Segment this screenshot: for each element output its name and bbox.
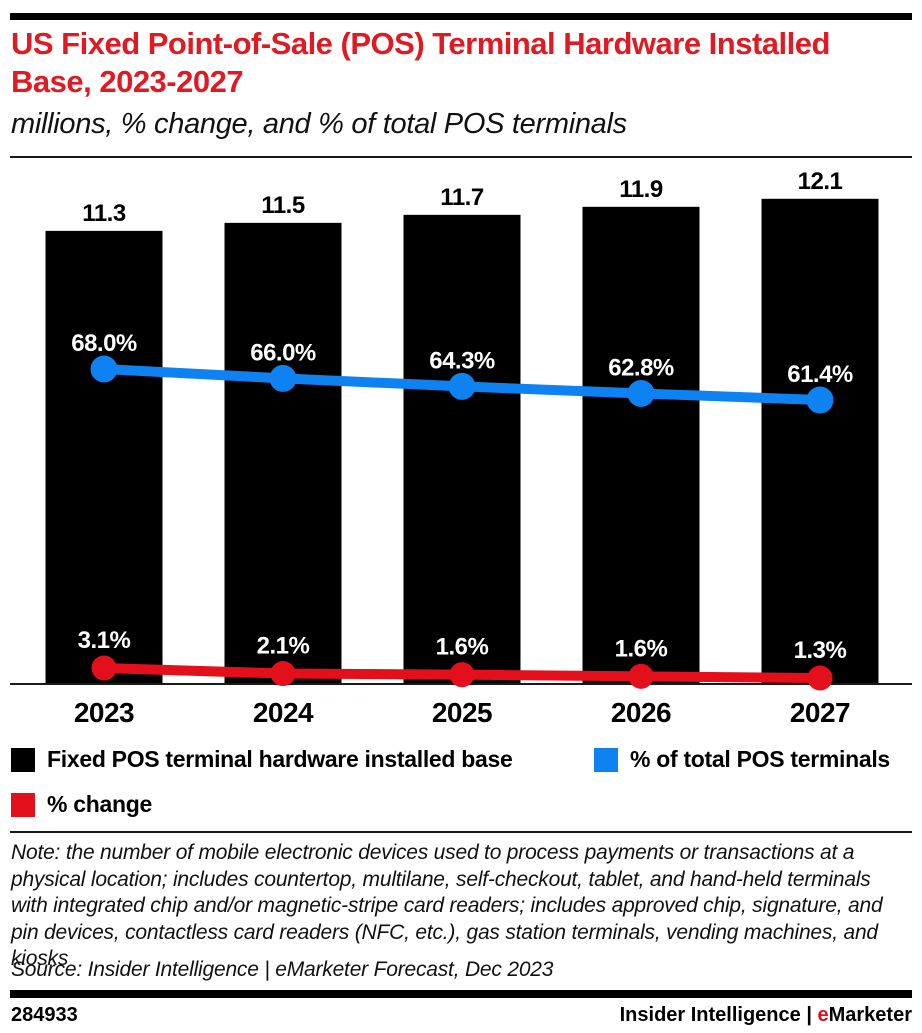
bar-value-label-2024: 11.5	[261, 192, 305, 219]
pct-of-total-point-2024	[269, 364, 297, 392]
x-axis-label-2025: 2025	[432, 697, 492, 728]
pct-change-point-2027	[807, 665, 833, 691]
source-text: Source: Insider Intelligence | eMarketer…	[11, 958, 554, 981]
chart-title: US Fixed Point-of-Sale (POS) Terminal Ha…	[11, 26, 830, 99]
bar-value-label-2023: 11.3	[82, 200, 126, 227]
bar-2025	[403, 214, 521, 684]
pct-change-value-label-2026: 1.6%	[615, 635, 668, 662]
pct-of-total-value-label-2023: 68.0%	[71, 330, 137, 357]
bar-value-label-2025: 11.7	[440, 184, 484, 211]
header-divider	[10, 156, 912, 158]
top-rule	[10, 13, 912, 20]
bar-value-label-2027: 12.1	[798, 168, 843, 195]
pct-change-point-2025	[449, 662, 475, 688]
pct-change-point-2023	[91, 655, 117, 681]
pct-change-value-label-2023: 3.1%	[78, 627, 131, 654]
bar-2023	[45, 230, 163, 684]
legend-divider	[10, 831, 912, 833]
x-axis-label-2027: 2027	[790, 697, 850, 728]
pct-of-total-point-2026	[627, 379, 655, 407]
note-text: Note: the number of mobile electronic de…	[11, 841, 883, 970]
legend-swatch-installed-base	[11, 747, 35, 772]
x-axis-label-2023: 2023	[74, 697, 134, 728]
pct-change-point-2024	[270, 661, 296, 687]
chart-subtitle: millions, % change, and % of total POS t…	[11, 108, 627, 140]
brand-prefix: Insider Intelligence |	[619, 1004, 818, 1026]
pct-change-value-label-2025: 1.6%	[436, 634, 489, 661]
pct-of-total-value-label-2025: 64.3%	[429, 347, 495, 374]
brand-wordmark: Insider Intelligence | eMarketer	[620, 1004, 912, 1027]
legend-label-pct-of-total: % of total POS terminals	[630, 746, 890, 772]
chart-id: 284933	[11, 1004, 78, 1026]
brand-accent-letter: e	[817, 1004, 829, 1026]
pct-of-total-value-label-2026: 62.8%	[608, 354, 674, 381]
legend-item-pct-change: % change	[11, 791, 152, 818]
brand-suffix: Marketer	[828, 1004, 912, 1026]
bar-2027	[761, 198, 879, 685]
bar-2024	[224, 222, 342, 684]
pct-change-value-label-2024: 2.1%	[257, 633, 310, 660]
legend-item-pct-of-total: % of total POS terminals	[594, 746, 890, 773]
bar-2026	[582, 206, 700, 684]
x-axis-label-2026: 2026	[611, 697, 671, 728]
pct-of-total-value-label-2027: 61.4%	[787, 361, 853, 388]
legend-item-installed-base: Fixed POS terminal hardware installed ba…	[11, 746, 513, 773]
bar-value-label-2026: 11.9	[619, 176, 663, 203]
pct-change-point-2026	[628, 663, 654, 689]
pct-change-value-label-2027: 1.3%	[794, 637, 847, 664]
pct-of-total-point-2025	[448, 372, 476, 400]
footer-rule	[10, 990, 912, 998]
legend-swatch-pct-of-total	[594, 747, 618, 772]
x-axis-label-2024: 2024	[253, 697, 314, 728]
legend-swatch-pct-change	[11, 792, 35, 817]
pct-of-total-value-label-2024: 66.0%	[250, 339, 316, 366]
pct-of-total-point-2027	[806, 386, 834, 414]
legend-label-installed-base: Fixed POS terminal hardware installed ba…	[47, 746, 513, 772]
pct-of-total-point-2023	[90, 355, 118, 383]
legend-label-pct-change: % change	[47, 791, 152, 817]
